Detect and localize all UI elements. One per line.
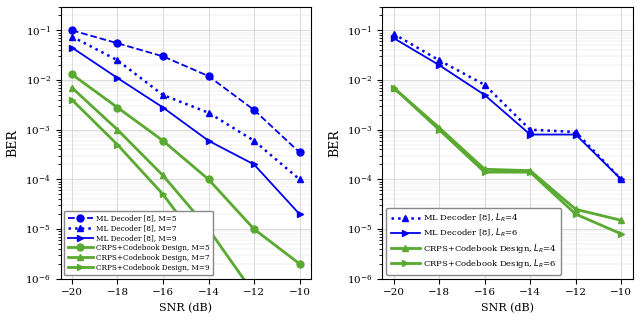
ML Decoder [8], $L_R$=4 [526,128,534,132]
ML Decoder [8], M=9 [250,163,258,166]
Y-axis label: BER: BER [6,129,20,157]
CRPS+Codebook Design, M=7 [205,227,212,231]
ML Decoder [8], M=7 [114,58,122,62]
ML Decoder [8], M=9 [205,139,212,143]
ML Decoder [8], $L_R$=4 [435,58,443,62]
CRPS+Codebook Design, $L_R$=4 [435,126,443,130]
Line: ML Decoder [8], M=7: ML Decoder [8], M=7 [68,33,303,183]
CRPS+Codebook Design, $L_R$=4 [618,219,625,222]
ML Decoder [8], M=9 [159,106,167,109]
CRPS+Codebook Design, $L_R$=4 [481,167,488,171]
ML Decoder [8], $L_R$=6 [572,132,580,136]
CRPS+Codebook Design, $L_R$=6 [481,170,488,174]
ML Decoder [8], M=7 [205,111,212,115]
CRPS+Codebook Design, $L_R$=6 [526,170,534,174]
ML Decoder [8], M=9 [114,76,122,80]
CRPS+Codebook Design, M=9 [68,98,76,102]
CRPS+Codebook Design, M=9 [205,253,212,257]
CRPS+Codebook Design, M=5 [68,72,76,76]
Line: CRPS+Codebook Design, M=7: CRPS+Codebook Design, M=7 [68,84,257,297]
CRPS+Codebook Design, M=9 [159,192,167,196]
ML Decoder [8], $L_R$=4 [618,178,625,181]
CRPS+Codebook Design, $L_R$=6 [618,232,625,236]
ML Decoder [8], $L_R$=6 [435,63,443,67]
ML Decoder [8], $L_R$=6 [481,93,488,97]
CRPS+Codebook Design, $L_R$=6 [390,86,397,90]
CRPS+Codebook Design, $L_R$=6 [435,128,443,132]
ML Decoder [8], M=5 [205,74,212,78]
CRPS+Codebook Design, M=5 [250,227,258,231]
ML Decoder [8], M=9 [296,212,303,216]
ML Decoder [8], M=7 [296,178,303,181]
CRPS+Codebook Design, M=7 [114,128,122,132]
CRPS+Codebook Design, $L_R$=4 [526,169,534,172]
CRPS+Codebook Design, M=5 [296,262,303,266]
CRPS+Codebook Design, M=5 [159,139,167,143]
ML Decoder [8], M=9 [68,46,76,50]
CRPS+Codebook Design, M=5 [205,178,212,181]
Legend: ML Decoder [8], $L_R$=4, ML Decoder [8], $L_R$=6, CRPS+Codebook Design, $L_R$=4,: ML Decoder [8], $L_R$=4, ML Decoder [8],… [387,208,561,275]
Line: CRPS+Codebook Design, $L_R$=6: CRPS+Codebook Design, $L_R$=6 [390,84,625,237]
ML Decoder [8], $L_R$=4 [572,130,580,134]
ML Decoder [8], M=7 [68,35,76,38]
ML Decoder [8], $L_R$=4 [390,32,397,36]
Line: CRPS+Codebook Design, $L_R$=4: CRPS+Codebook Design, $L_R$=4 [390,84,625,224]
CRPS+Codebook Design, M=5 [114,106,122,109]
X-axis label: SNR (dB): SNR (dB) [159,303,212,313]
Line: CRPS+Codebook Design, M=9: CRPS+Codebook Design, M=9 [68,96,212,259]
CRPS+Codebook Design, M=9 [114,143,122,147]
Line: ML Decoder [8], $L_R$=4: ML Decoder [8], $L_R$=4 [390,30,625,183]
CRPS+Codebook Design, $L_R$=4 [390,86,397,90]
ML Decoder [8], M=7 [159,93,167,97]
ML Decoder [8], M=5 [296,150,303,154]
ML Decoder [8], M=5 [250,108,258,112]
CRPS+Codebook Design, $L_R$=4 [572,207,580,211]
CRPS+Codebook Design, M=7 [68,86,76,90]
CRPS+Codebook Design, $L_R$=6 [572,212,580,216]
CRPS+Codebook Design, M=7 [250,292,258,296]
X-axis label: SNR (dB): SNR (dB) [481,303,534,313]
ML Decoder [8], M=5 [68,28,76,32]
Line: CRPS+Codebook Design, M=5: CRPS+Codebook Design, M=5 [68,71,303,267]
ML Decoder [8], $L_R$=6 [526,132,534,136]
ML Decoder [8], $L_R$=6 [618,178,625,181]
CRPS+Codebook Design, M=7 [159,173,167,177]
Legend: ML Decoder [8], M=5, ML Decoder [8], M=7, ML Decoder [8], M=9, CRPS+Codebook Des: ML Decoder [8], M=5, ML Decoder [8], M=7… [64,211,213,275]
ML Decoder [8], $L_R$=6 [390,36,397,40]
ML Decoder [8], M=5 [114,41,122,45]
ML Decoder [8], M=5 [159,54,167,58]
Line: ML Decoder [8], M=9: ML Decoder [8], M=9 [68,44,303,218]
Y-axis label: BER: BER [328,129,341,157]
ML Decoder [8], M=7 [250,139,258,143]
ML Decoder [8], $L_R$=4 [481,83,488,87]
Line: ML Decoder [8], M=5: ML Decoder [8], M=5 [68,27,303,156]
Line: ML Decoder [8], $L_R$=6: ML Decoder [8], $L_R$=6 [390,35,625,183]
